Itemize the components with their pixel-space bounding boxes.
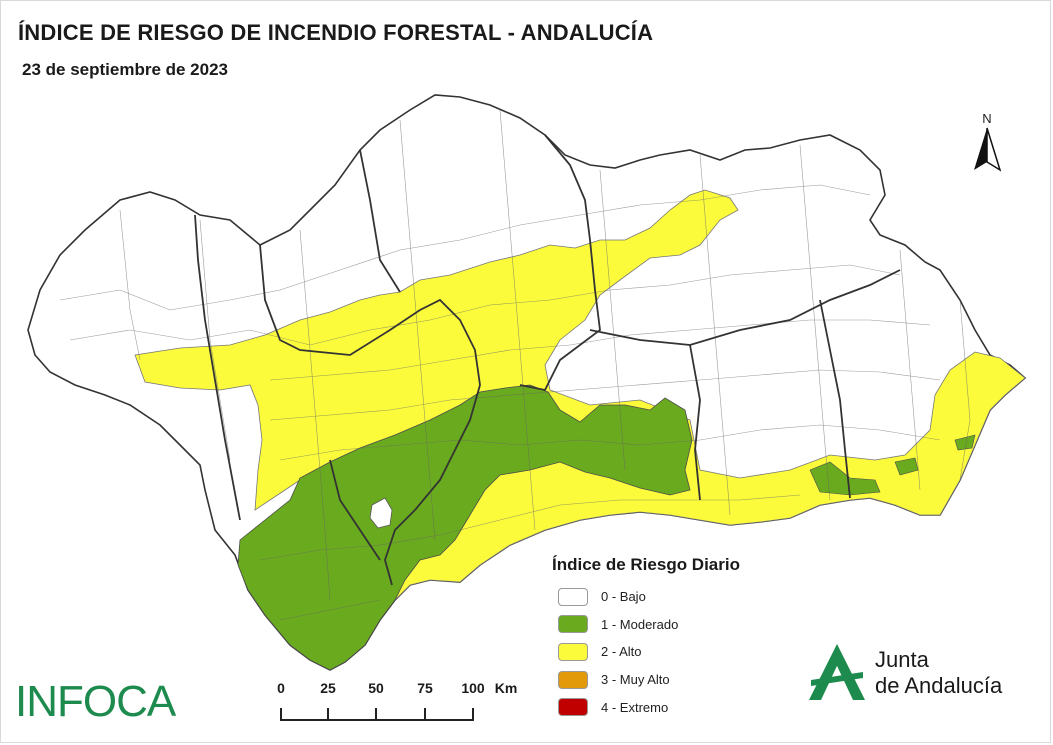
scale-tick-50: 50	[368, 680, 384, 696]
junta-line-1: Junta	[875, 647, 929, 672]
legend-swatch	[558, 642, 588, 661]
legend-item-bajo: 0 - Bajo	[552, 583, 740, 611]
province-borders	[194, 134, 901, 586]
junta-de-andalucia-logo: Junta de Andalucía	[805, 640, 1035, 710]
scale-tick-0: 0	[277, 680, 285, 696]
zone-bajo-island	[369, 497, 393, 529]
zone-moderado-east-2	[894, 457, 919, 476]
junta-line-2: de Andalucía	[875, 673, 1003, 698]
legend-label: 3 - Muy Alto	[601, 672, 670, 688]
north-label: N	[982, 111, 992, 126]
scale-bar: 0 25 50 75 100 Km	[270, 680, 530, 730]
north-arrow: N	[970, 112, 1004, 178]
legend: Índice de Riesgo Diario 0 - Bajo 1 - Mod…	[552, 555, 740, 721]
andalucia-map	[27, 94, 1027, 671]
scale-tick-75: 75	[417, 680, 433, 696]
north-arrow-icon	[974, 127, 1002, 172]
map-title: ÍNDICE DE RIESGO DE INCENDIO FORESTAL - …	[18, 20, 654, 45]
legend-label: 1 - Moderado	[601, 616, 679, 632]
legend-title: Índice de Riesgo Diario	[552, 555, 740, 574]
legend-item-alto: 2 - Alto	[552, 638, 740, 666]
zone-moderado-east-3	[954, 434, 976, 451]
scale-bar-ruler	[280, 708, 474, 721]
municipal-borders	[59, 109, 971, 621]
legend-swatch	[558, 615, 588, 634]
map-date: 23 de septiembre de 2023	[22, 60, 229, 79]
scale-tick-100: 100	[461, 680, 485, 696]
legend-swatch	[558, 670, 588, 689]
junta-logo-text: Junta de Andalucía	[875, 647, 1002, 699]
legend-swatch	[558, 698, 588, 717]
legend-label: 2 - Alto	[601, 644, 642, 660]
legend-item-moderado: 1 - Moderado	[552, 611, 740, 639]
legend-item-extremo: 4 - Extremo	[552, 693, 740, 721]
infoca-logo: INFOCA	[15, 677, 176, 726]
legend-label: 0 - Bajo	[601, 589, 646, 605]
legend-item-muy-alto: 3 - Muy Alto	[552, 666, 740, 694]
legend-label: 4 - Extremo	[601, 699, 669, 715]
scale-unit: Km	[494, 680, 518, 696]
legend-swatch	[558, 587, 588, 606]
junta-a-icon	[809, 644, 865, 700]
zone-moderado	[237, 384, 693, 671]
scale-tick-25: 25	[320, 680, 336, 696]
